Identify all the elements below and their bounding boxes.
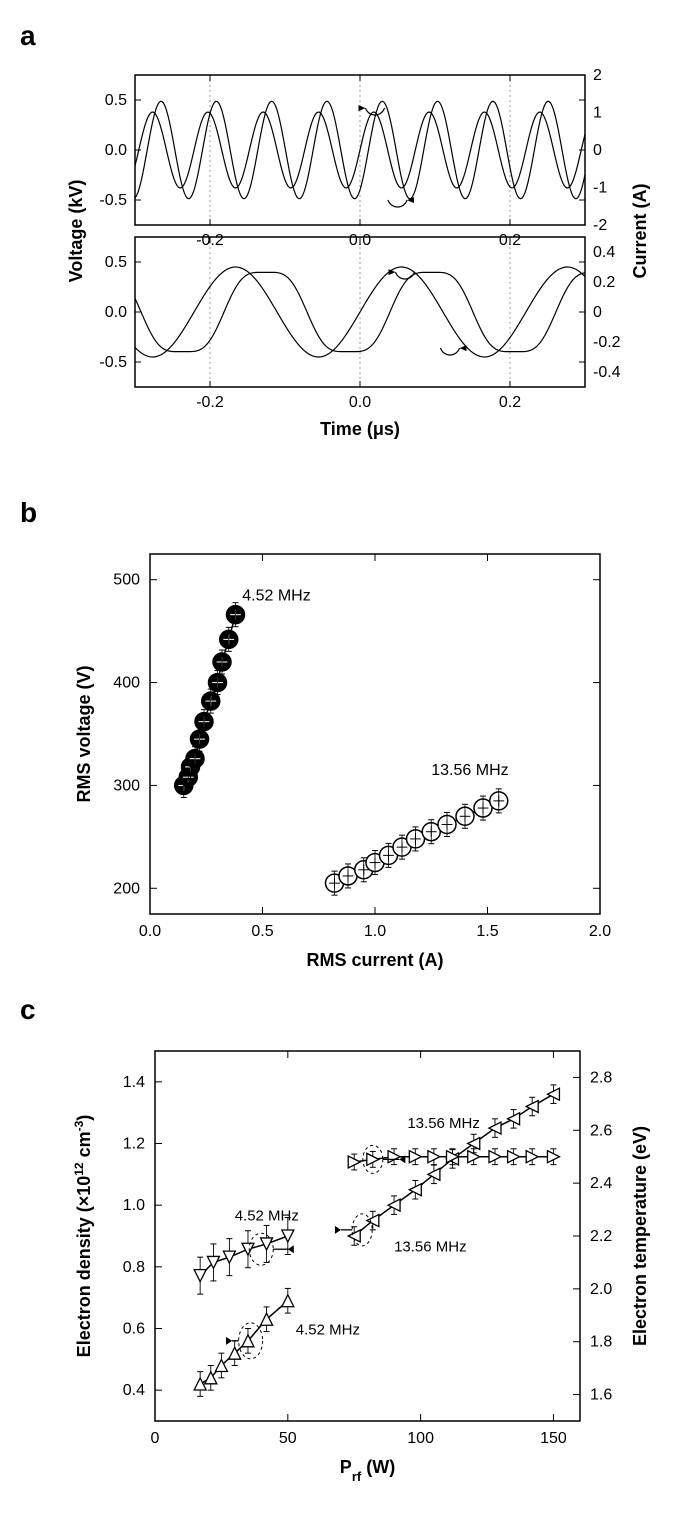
svg-text:0.0: 0.0 [349, 232, 371, 249]
svg-text:400: 400 [113, 675, 140, 692]
svg-text:0.4: 0.4 [593, 244, 615, 261]
svg-text:50: 50 [279, 1430, 297, 1447]
svg-text:0.2: 0.2 [593, 274, 615, 291]
svg-text:2.4: 2.4 [590, 1175, 612, 1192]
svg-text:Electron temperature (eV): Electron temperature (eV) [630, 1126, 650, 1346]
svg-text:100: 100 [407, 1430, 434, 1447]
panel-b-label: b [20, 497, 685, 529]
svg-text:-0.2: -0.2 [196, 232, 224, 249]
svg-text:4.52 MHz: 4.52 MHz [235, 1208, 299, 1225]
svg-text:2.8: 2.8 [590, 1069, 612, 1086]
svg-text:0.2: 0.2 [499, 394, 521, 411]
svg-text:500: 500 [113, 572, 140, 589]
svg-text:13.56 MHz: 13.56 MHz [407, 1115, 480, 1132]
panel-c-label: c [20, 994, 685, 1026]
svg-text:300: 300 [113, 777, 140, 794]
svg-text:4.52 MHz: 4.52 MHz [242, 587, 310, 604]
panel-c-chart: 0 50 100 150 0.4 0.6 0.8 1.0 1.2 1.4 1.6 1.8 2.0 2.2 2… [60, 1031, 685, 1491]
svg-text:0: 0 [593, 142, 602, 159]
svg-text:-1: -1 [593, 180, 607, 197]
svg-text:-0.2: -0.2 [593, 334, 621, 351]
svg-text:1.0: 1.0 [123, 1197, 145, 1214]
svg-text:13.56 MHz: 13.56 MHz [394, 1238, 467, 1255]
svg-text:RMS current (A): RMS current (A) [306, 950, 443, 970]
svg-text:-0.5: -0.5 [99, 354, 127, 371]
svg-text:2.6: 2.6 [590, 1122, 612, 1139]
svg-text:RMS voltage (V): RMS voltage (V) [74, 665, 94, 802]
panel-a-label: a [20, 20, 685, 52]
svg-text:0: 0 [593, 304, 602, 321]
svg-text:2.0: 2.0 [589, 923, 611, 940]
svg-text:0.6: 0.6 [123, 1321, 145, 1338]
svg-text:200: 200 [113, 880, 140, 897]
svg-text:150: 150 [540, 1430, 567, 1447]
svg-text:0.0: 0.0 [349, 394, 371, 411]
svg-text:0.0: 0.0 [139, 923, 161, 940]
svg-text:1.4: 1.4 [123, 1074, 145, 1091]
svg-text:-2: -2 [593, 217, 607, 234]
svg-text:1.2: 1.2 [123, 1136, 145, 1153]
svg-text:-0.4: -0.4 [593, 364, 621, 381]
svg-text:0.8: 0.8 [123, 1259, 145, 1276]
svg-text:0: 0 [151, 1430, 160, 1447]
svg-text:0.5: 0.5 [251, 923, 273, 940]
svg-text:1.8: 1.8 [590, 1334, 612, 1351]
svg-text:1.6: 1.6 [590, 1387, 612, 1404]
svg-text:1: 1 [593, 105, 602, 122]
svg-text:0.5: 0.5 [105, 254, 127, 271]
svg-text:1.0: 1.0 [364, 923, 386, 940]
svg-text:0.0: 0.0 [105, 304, 127, 321]
panel-b-chart: 0.0 0.5 1.0 1.5 2.0 200 300 400 500 4.52 MHz 13.56… [60, 534, 685, 974]
svg-text:0.2: 0.2 [499, 232, 521, 249]
svg-text:2: 2 [593, 67, 602, 84]
svg-text:-0.5: -0.5 [99, 192, 127, 209]
svg-text:0.4: 0.4 [123, 1382, 145, 1399]
svg-text:Current (A): Current (A) [630, 184, 650, 279]
panel-a-chart: -0.5 0.0 0.5 -2 -1 0 1 2 -0.5 0.0 0.5 -0.4 -0.2 0 0.2 0… [60, 57, 685, 477]
svg-text:0.0: 0.0 [105, 142, 127, 159]
svg-text:1.5: 1.5 [476, 923, 498, 940]
svg-text:-0.2: -0.2 [196, 394, 224, 411]
svg-text:Time (μs): Time (μs) [320, 419, 400, 439]
svg-text:2.0: 2.0 [590, 1281, 612, 1298]
svg-text:0.5: 0.5 [105, 92, 127, 109]
svg-text:Electron density (×1012 cm-3): Electron density (×1012 cm-3) [72, 1115, 94, 1358]
svg-text:2.2: 2.2 [590, 1228, 612, 1245]
svg-text:13.56 MHz: 13.56 MHz [431, 762, 508, 779]
svg-text:Voltage (kV): Voltage (kV) [66, 180, 86, 283]
svg-text:4.52 MHz: 4.52 MHz [296, 1322, 360, 1339]
